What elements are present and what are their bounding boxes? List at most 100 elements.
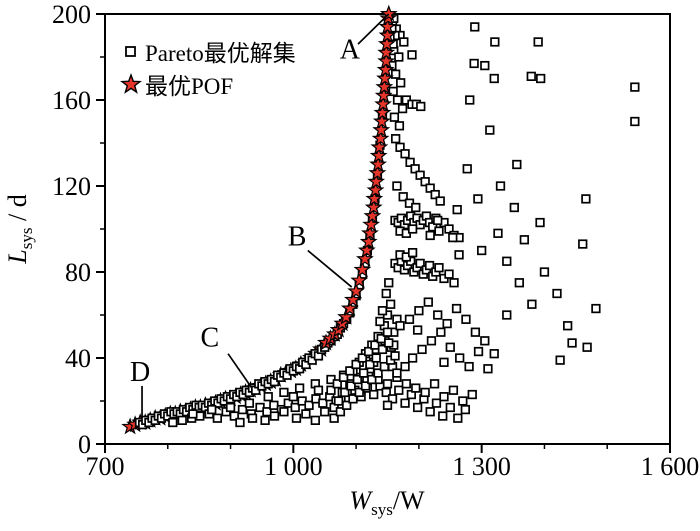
pareto-point xyxy=(512,159,522,170)
legend: Pareto最优解集 最优POF xyxy=(119,34,296,100)
pareto-point xyxy=(395,321,405,331)
y-tick-label: 160 xyxy=(52,86,91,115)
pareto-point xyxy=(352,374,363,385)
pareto-point xyxy=(391,69,401,79)
pareto-point xyxy=(390,351,400,361)
pareto-point xyxy=(539,267,550,277)
pareto-point xyxy=(394,121,405,131)
x-tick-label: 1 600 xyxy=(641,452,700,481)
pareto-point xyxy=(430,189,440,200)
pareto-point xyxy=(458,396,468,406)
pareto-point xyxy=(444,269,454,279)
x-tick-label: 1 000 xyxy=(264,452,323,481)
pareto-point xyxy=(392,181,402,191)
pareto-point xyxy=(400,361,410,372)
pof-point xyxy=(347,282,365,299)
pareto-point xyxy=(514,278,524,288)
pareto-point xyxy=(348,394,358,404)
pareto-point xyxy=(384,338,394,348)
pareto-point xyxy=(489,73,499,84)
pareto-point xyxy=(397,103,408,114)
pof-point xyxy=(377,51,396,69)
pareto-point xyxy=(345,366,355,376)
pareto-point xyxy=(381,387,391,398)
pareto-point xyxy=(401,379,411,389)
pareto-point xyxy=(464,361,474,372)
pareto-point xyxy=(451,303,462,314)
annotation-D-label: D xyxy=(130,357,150,388)
pareto-point xyxy=(470,22,480,32)
pareto-point xyxy=(417,344,427,355)
pareto-point xyxy=(225,402,236,413)
x-tick-label: 1 300 xyxy=(452,452,511,481)
pareto-point xyxy=(357,353,368,363)
pareto-point xyxy=(420,177,430,187)
pareto-point xyxy=(207,404,217,415)
y-tick-label: 40 xyxy=(65,344,91,373)
pareto-point xyxy=(360,381,371,391)
pareto-point xyxy=(480,60,490,71)
pareto-point xyxy=(465,95,475,105)
pareto-point xyxy=(461,314,471,324)
pareto-point xyxy=(467,389,477,400)
pareto-point xyxy=(581,194,591,204)
pareto-point xyxy=(387,394,398,404)
pareto-point xyxy=(365,359,375,370)
pareto-point xyxy=(535,217,545,228)
pareto-point xyxy=(591,303,601,314)
annotation-A-line xyxy=(357,13,390,45)
pareto-point xyxy=(382,379,393,389)
pareto-point xyxy=(407,353,418,363)
pareto-point xyxy=(429,379,440,389)
pareto-point xyxy=(434,263,444,273)
pareto-point xyxy=(433,215,443,226)
pareto-point xyxy=(410,164,420,174)
pareto-point xyxy=(578,239,588,249)
pareto-point xyxy=(444,224,454,234)
pareto-point xyxy=(490,37,500,47)
legend-item-pareto: Pareto最优解集 xyxy=(119,34,296,67)
pareto-point xyxy=(411,202,421,213)
pareto-point xyxy=(396,78,406,88)
pareto-point xyxy=(379,361,390,372)
pareto-point xyxy=(391,134,401,144)
pareto-point xyxy=(485,125,495,135)
pareto-point xyxy=(455,353,465,363)
pareto-point xyxy=(320,407,330,417)
x-axis-title: Wsys/W xyxy=(349,486,425,519)
star-icon xyxy=(120,72,142,94)
annotation-B-label: B xyxy=(288,221,307,252)
pof-point xyxy=(356,249,374,267)
pareto-point xyxy=(398,192,408,202)
y-tick-label: 0 xyxy=(78,430,91,459)
pareto-point xyxy=(412,402,423,413)
pareto-point xyxy=(425,407,435,417)
pareto-point xyxy=(502,310,512,320)
pareto-point xyxy=(235,417,245,428)
pareto-point xyxy=(414,306,424,316)
pareto-point xyxy=(552,288,562,299)
pareto-point xyxy=(354,387,364,398)
pareto-point xyxy=(313,385,324,395)
pareto-point xyxy=(384,278,394,288)
pof-point xyxy=(378,26,397,44)
pareto-point xyxy=(563,321,573,331)
y-tick-label: 80 xyxy=(65,258,91,287)
pareto-point xyxy=(332,379,342,389)
pof-point xyxy=(344,290,362,308)
pareto-point xyxy=(426,336,437,346)
pareto-point xyxy=(415,258,425,269)
pareto-point xyxy=(519,235,530,245)
pareto-point xyxy=(177,415,187,425)
pareto-point xyxy=(439,357,449,367)
pareto-point xyxy=(407,248,418,258)
pareto-point xyxy=(290,402,300,413)
pareto-point xyxy=(310,415,320,425)
pareto-point xyxy=(394,52,404,62)
pareto-point xyxy=(435,196,445,206)
pareto-point xyxy=(420,387,430,398)
pareto-point xyxy=(260,415,270,425)
pof-point xyxy=(353,260,372,278)
annotation-A-label: A xyxy=(340,34,361,65)
